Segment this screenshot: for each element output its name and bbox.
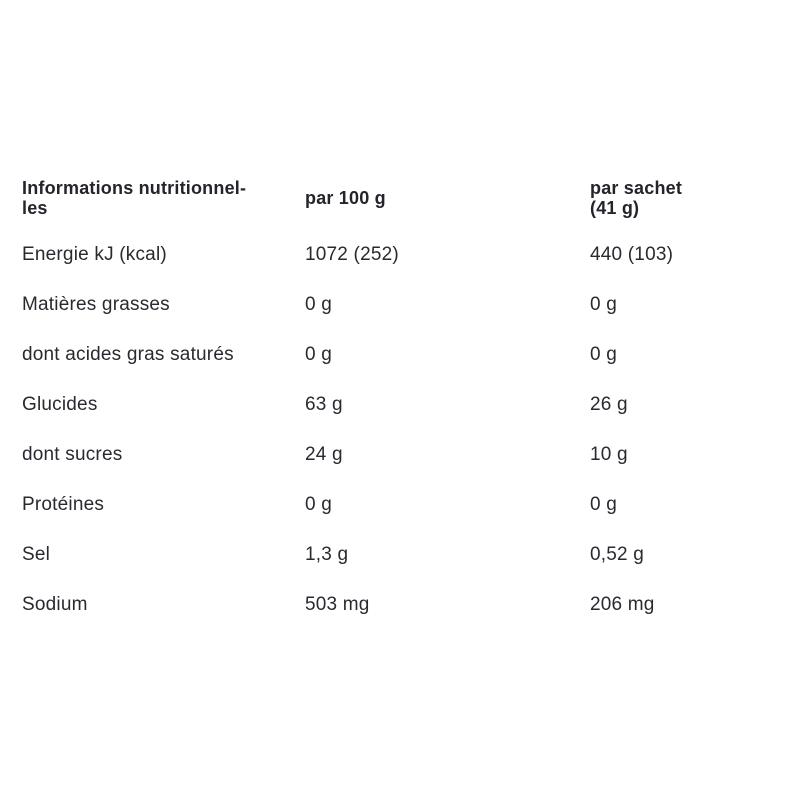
value-per-sachet-sel: 0,52 g (590, 544, 645, 565)
row-label-sel: Sel (22, 544, 51, 565)
header-per-100g: par 100 g (305, 188, 386, 208)
value-per-sachet-sodium: 206 mg (590, 594, 655, 615)
row-label-proteines: Protéines (22, 494, 105, 515)
value-per-sachet-energie: 440 (103) (590, 244, 674, 265)
row-label-matieres-grasses: Matières grasses (22, 294, 170, 315)
header-per-sachet: par sachet (41 g) (590, 178, 683, 218)
value-per-100g-dont-sucres: 24 g (305, 444, 343, 465)
value-per-sachet-dont-sucres: 10 g (590, 444, 628, 465)
value-per-sachet-glucides: 26 g (590, 394, 628, 415)
value-per-100g-glucides: 63 g (305, 394, 343, 415)
value-per-100g-energie: 1072 (252) (305, 244, 399, 265)
value-per-100g-acides-gras-satures: 0 g (305, 344, 333, 365)
header-nutrition-info-line2: les (22, 198, 48, 218)
row-label-acides-gras-satures: dont acides gras saturés (22, 344, 234, 365)
nutrition-table: Informations nutritionnel- les par 100 g… (22, 166, 704, 630)
row-label-sodium: Sodium (22, 594, 88, 615)
row-label-dont-sucres: dont sucres (22, 444, 123, 465)
header-nutrition-info: Informations nutritionnel- les (22, 166, 305, 230)
value-per-100g-sel: 1,3 g (305, 544, 349, 565)
value-per-100g-matieres-grasses: 0 g (305, 294, 333, 315)
value-per-100g-proteines: 0 g (305, 494, 333, 515)
header-nutrition-info-line1: Informations nutritionnel- (22, 178, 247, 198)
row-label-glucides: Glucides (22, 394, 98, 415)
value-per-sachet-proteines: 0 g (590, 494, 618, 515)
value-per-100g-sodium: 503 mg (305, 594, 370, 615)
row-label-energie: Energie kJ (kcal) (22, 244, 167, 265)
value-per-sachet-acides-gras-satures: 0 g (590, 344, 618, 365)
value-per-sachet-matieres-grasses: 0 g (590, 294, 618, 315)
